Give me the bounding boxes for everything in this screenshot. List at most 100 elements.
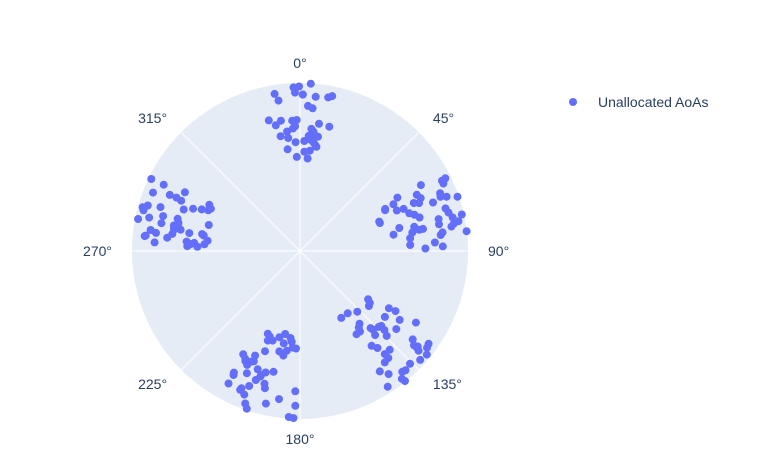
- data-point[interactable]: [397, 374, 406, 383]
- data-point[interactable]: [241, 354, 250, 363]
- data-point[interactable]: [185, 229, 194, 238]
- data-point[interactable]: [274, 96, 283, 105]
- data-point[interactable]: [275, 395, 283, 404]
- data-point[interactable]: [430, 238, 439, 247]
- data-point[interactable]: [261, 347, 269, 356]
- data-point[interactable]: [240, 390, 249, 399]
- data-point[interactable]: [260, 384, 269, 393]
- data-point[interactable]: [134, 215, 143, 223]
- data-point[interactable]: [146, 226, 155, 234]
- data-point[interactable]: [261, 399, 270, 408]
- data-point[interactable]: [444, 208, 453, 217]
- data-point[interactable]: [292, 152, 301, 161]
- data-point[interactable]: [276, 116, 285, 125]
- data-point[interactable]: [380, 358, 389, 367]
- data-point[interactable]: [457, 210, 466, 219]
- data-point[interactable]: [421, 244, 430, 253]
- data-point[interactable]: [287, 337, 296, 346]
- data-point[interactable]: [143, 201, 152, 210]
- data-point[interactable]: [229, 368, 238, 377]
- data-point[interactable]: [253, 365, 262, 374]
- data-point[interactable]: [291, 138, 300, 147]
- data-point[interactable]: [382, 331, 391, 340]
- data-point[interactable]: [406, 241, 415, 249]
- data-point[interactable]: [462, 227, 471, 236]
- data-point[interactable]: [203, 236, 212, 245]
- data-point[interactable]: [141, 231, 150, 240]
- data-point[interactable]: [393, 193, 402, 202]
- data-point[interactable]: [353, 307, 362, 316]
- data-point[interactable]: [251, 351, 260, 360]
- data-point[interactable]: [409, 199, 418, 207]
- data-point[interactable]: [237, 384, 246, 393]
- data-point[interactable]: [300, 147, 309, 156]
- data-point[interactable]: [189, 204, 198, 213]
- data-point[interactable]: [389, 200, 398, 209]
- data-point[interactable]: [325, 122, 334, 131]
- data-point[interactable]: [454, 217, 463, 226]
- data-point[interactable]: [275, 347, 284, 356]
- data-point[interactable]: [270, 89, 279, 98]
- data-point[interactable]: [380, 312, 389, 321]
- data-point[interactable]: [392, 325, 401, 334]
- data-point[interactable]: [442, 192, 451, 201]
- data-point[interactable]: [311, 92, 320, 101]
- data-point[interactable]: [384, 370, 393, 379]
- data-point[interactable]: [381, 206, 390, 215]
- data-point[interactable]: [422, 350, 431, 359]
- data-point[interactable]: [416, 355, 425, 364]
- data-point[interactable]: [401, 366, 410, 375]
- data-point[interactable]: [283, 145, 292, 154]
- data-point[interactable]: [438, 228, 447, 237]
- data-point[interactable]: [269, 367, 278, 376]
- data-point[interactable]: [305, 132, 314, 141]
- data-point[interactable]: [180, 188, 189, 197]
- data-point[interactable]: [224, 379, 233, 388]
- data-point[interactable]: [447, 222, 456, 231]
- data-point[interactable]: [298, 90, 307, 99]
- data-point[interactable]: [291, 387, 300, 396]
- data-point[interactable]: [179, 205, 188, 214]
- data-point[interactable]: [377, 321, 386, 330]
- data-point[interactable]: [385, 345, 394, 354]
- data-point[interactable]: [284, 413, 293, 421]
- data-point[interactable]: [275, 333, 284, 342]
- data-point[interactable]: [367, 341, 376, 350]
- data-point[interactable]: [307, 124, 316, 133]
- data-point[interactable]: [429, 198, 437, 207]
- data-point[interactable]: [149, 188, 157, 197]
- data-point[interactable]: [150, 238, 159, 247]
- data-point[interactable]: [391, 307, 400, 316]
- data-point[interactable]: [193, 242, 202, 251]
- data-point[interactable]: [159, 180, 168, 189]
- data-point[interactable]: [383, 382, 392, 391]
- data-point[interactable]: [245, 382, 254, 390]
- data-point[interactable]: [435, 220, 443, 229]
- data-point[interactable]: [436, 189, 445, 198]
- legend[interactable]: Unallocated AoAs: [569, 94, 709, 110]
- data-point[interactable]: [453, 192, 462, 201]
- data-point[interactable]: [375, 219, 384, 227]
- data-point[interactable]: [242, 369, 251, 378]
- data-point[interactable]: [371, 331, 380, 340]
- data-point[interactable]: [392, 206, 401, 215]
- data-point[interactable]: [242, 404, 251, 413]
- data-point[interactable]: [315, 119, 323, 128]
- data-point[interactable]: [197, 205, 206, 214]
- data-point[interactable]: [204, 221, 213, 229]
- data-point[interactable]: [306, 79, 315, 88]
- data-point[interactable]: [416, 181, 425, 190]
- data-point[interactable]: [157, 219, 166, 228]
- data-point[interactable]: [159, 212, 168, 221]
- data-point[interactable]: [295, 82, 303, 91]
- data-point[interactable]: [399, 204, 408, 213]
- data-point[interactable]: [438, 176, 446, 185]
- data-point[interactable]: [288, 124, 297, 133]
- data-point[interactable]: [276, 132, 285, 141]
- data-point[interactable]: [384, 304, 393, 313]
- data-point[interactable]: [354, 323, 363, 332]
- data-point[interactable]: [423, 343, 431, 352]
- data-point[interactable]: [163, 233, 172, 242]
- data-point[interactable]: [284, 134, 293, 142]
- data-point[interactable]: [406, 359, 414, 368]
